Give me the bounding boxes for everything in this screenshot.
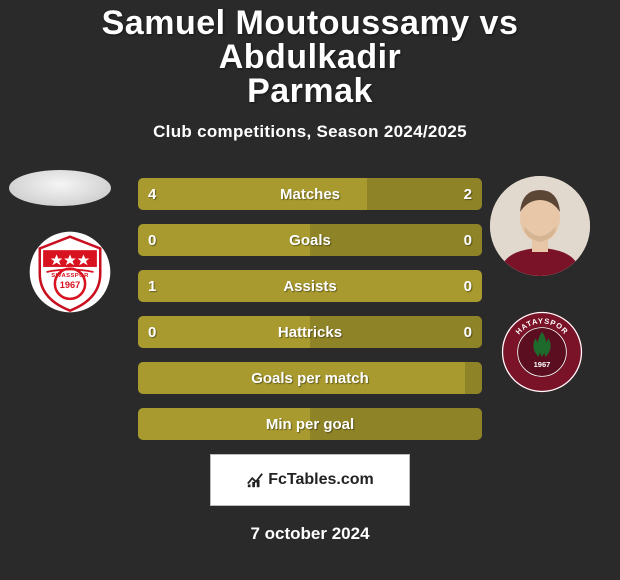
date-text: 7 october 2024 [0, 524, 620, 544]
subtitle: Club competitions, Season 2024/2025 [0, 122, 620, 142]
title-line-1: Samuel Moutoussamy vs Abdulkadir [102, 4, 519, 76]
player2-club-badge: 1967 HATAYSPOR [500, 310, 584, 394]
title-line-2: Parmak [247, 72, 373, 110]
bar-row: 10Assists [138, 270, 482, 302]
player2-avatar [490, 176, 590, 276]
bar-label: Goals [138, 224, 482, 256]
bar-row: 42Matches [138, 178, 482, 210]
svg-text:1967: 1967 [534, 360, 551, 369]
bar-row: 00Hattricks [138, 316, 482, 348]
shield-icon: 1967 SIVASSPOR [28, 230, 112, 314]
person-icon [490, 176, 590, 276]
svg-text:1967: 1967 [60, 280, 81, 290]
bar-label: Hattricks [138, 316, 482, 348]
comparison-bars: 42Matches 00Goals 10Assists 00Hattricks Goal… [138, 178, 482, 440]
round-badge-icon: 1967 HATAYSPOR [500, 310, 584, 394]
branding-box[interactable]: FcTables.com [210, 454, 410, 506]
chart-icon [246, 471, 264, 489]
branding-text: FcTables.com [268, 471, 374, 489]
bar-label: Matches [138, 178, 482, 210]
bar-row: Min per goal [138, 408, 482, 440]
page-title: Samuel Moutoussamy vs Abdulkadir Parmak [0, 0, 620, 108]
bar-row: Goals per match [138, 362, 482, 394]
bar-row: 00Goals [138, 224, 482, 256]
bar-label: Goals per match [138, 362, 482, 394]
bar-label: Min per goal [138, 408, 482, 440]
player1-avatar [9, 170, 111, 206]
player1-club-badge: 1967 SIVASSPOR [28, 230, 112, 314]
svg-text:SIVASSPOR: SIVASSPOR [51, 273, 89, 279]
bar-label: Assists [138, 270, 482, 302]
